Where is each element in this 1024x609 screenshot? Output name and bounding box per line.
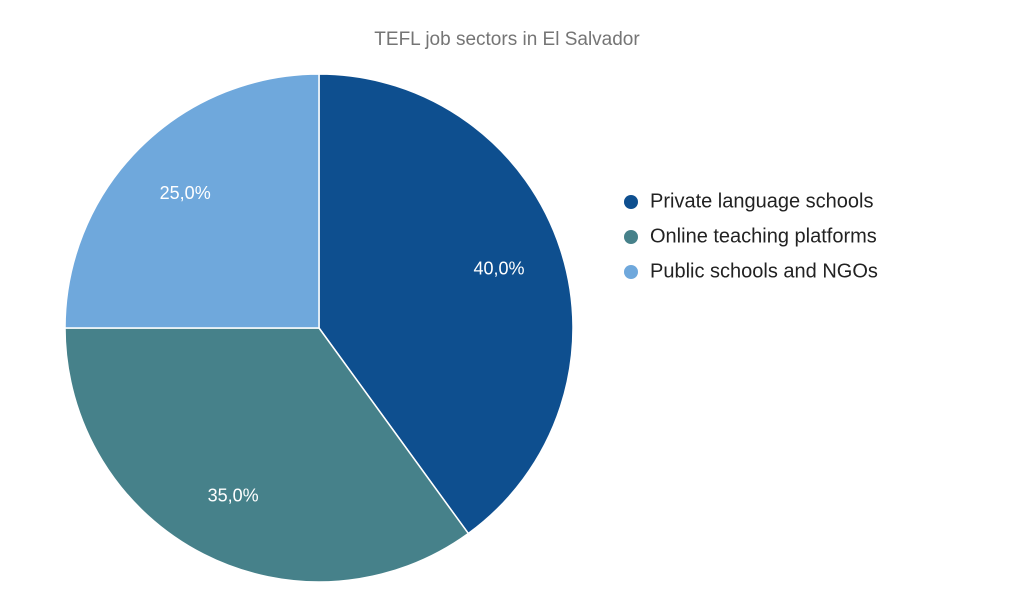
pie-slice [64,327,470,583]
legend-marker [624,230,638,244]
value-label: 25,0% [160,183,211,203]
legend-label: Public schools and NGOs [650,260,878,282]
legend-marker [624,195,638,209]
value-label: 40,0% [473,258,524,278]
value-labels: 40,0% 35,0% 25,0% [160,183,525,505]
legend: Private language schools Online teaching … [624,190,878,282]
legend-label: Online teaching platforms [650,225,877,247]
pie-slice [318,73,574,535]
legend-label: Private language schools [650,190,873,212]
chart-title: TEFL job sectors in El Salvador [374,29,640,50]
pie-slice [64,73,320,329]
legend-marker [624,265,638,279]
pie [64,73,574,583]
value-label: 35,0% [208,485,259,505]
